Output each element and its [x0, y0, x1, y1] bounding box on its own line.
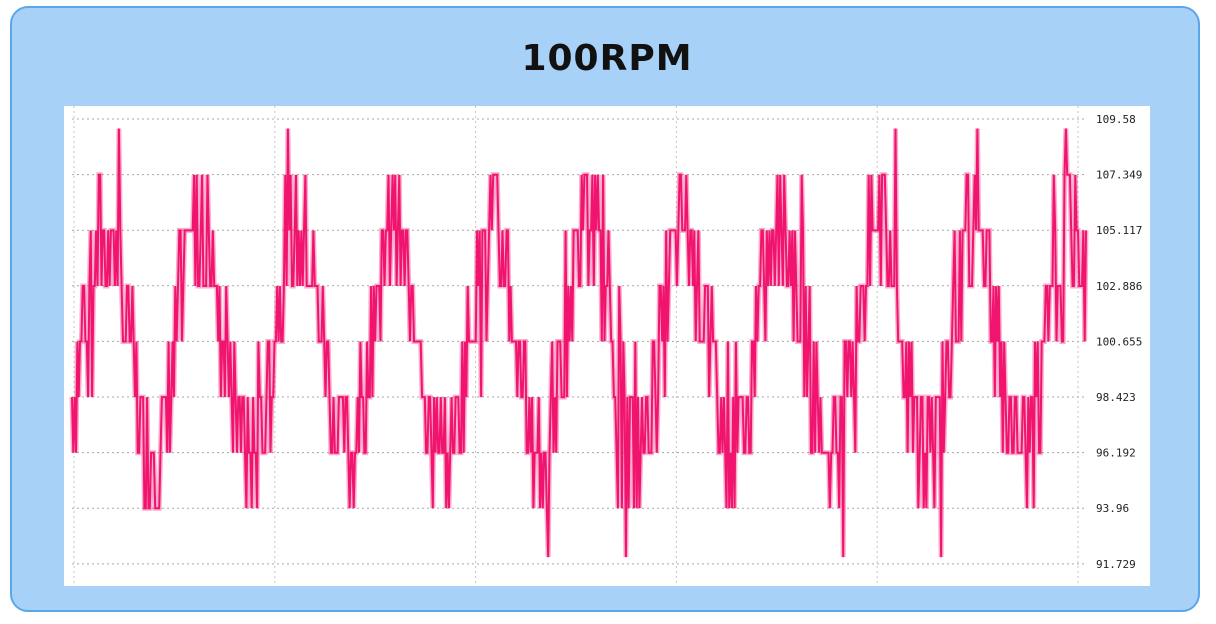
y-tick-label: 100.655: [1096, 335, 1142, 348]
plot-area: 91.729 93.96 96.192 98.423 100.655 102.886 105…: [64, 106, 1150, 586]
y-tick-label: 91.729: [1096, 558, 1136, 571]
y-tick-label: 98.423: [1096, 391, 1136, 404]
rpm-series-line: [71, 128, 1087, 558]
y-tick-label: 109.58: [1096, 113, 1136, 126]
y-axis-tick-labels: 91.729 93.96 96.192 98.423 100.655 102.886 105…: [1096, 113, 1142, 571]
y-tick-label: 93.96: [1096, 502, 1129, 515]
rpm-line-chart: 91.729 93.96 96.192 98.423 100.655 102.886 105…: [69, 106, 1142, 586]
grid-lines: [72, 106, 1086, 586]
y-tick-label: 102.886: [1096, 280, 1142, 293]
y-tick-label: 107.349: [1096, 169, 1142, 182]
y-tick-label: 96.192: [1096, 447, 1136, 460]
chart-title: 100RPM: [521, 38, 693, 79]
rpm-series: [69, 128, 1089, 558]
chart-panel: 100RPM 91.729 93.96 96.192 98.423 100.655 102…: [10, 6, 1200, 612]
y-tick-label: 105.117: [1096, 224, 1142, 237]
